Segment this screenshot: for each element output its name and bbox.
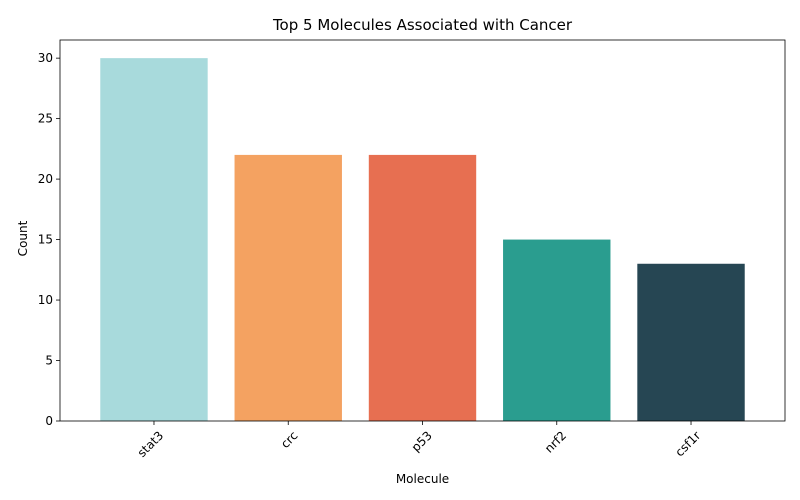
y-tick-label: 10 [38, 293, 53, 307]
x-tick-label-p53: p53 [409, 428, 435, 454]
x-tick-label-crc: crc [278, 428, 301, 451]
x-tick-label-nrf2: nrf2 [542, 428, 569, 455]
bar-crc [234, 154, 342, 421]
y-tick-label: 15 [38, 233, 53, 247]
x-tick-label-csf1r: csf1r [672, 428, 703, 459]
bar-csf1r [637, 263, 745, 421]
bar-stat3 [100, 58, 208, 422]
x-tick-label-stat3: stat3 [135, 428, 167, 460]
bars [100, 58, 745, 422]
x-axis: stat3 crc p53 nrf2 csf1r [135, 421, 703, 460]
y-tick-label: 0 [45, 414, 53, 428]
plot-frame [59, 39, 786, 422]
y-tick-label: 5 [45, 354, 53, 368]
y-axis: 0 5 10 15 20 25 30 [38, 51, 60, 428]
y-tick-label: 25 [38, 112, 53, 126]
y-tick-label: 30 [38, 51, 53, 65]
y-axis-label: Count [16, 220, 30, 256]
bar-nrf2 [503, 239, 611, 421]
bar-p53 [368, 154, 477, 421]
x-axis-label: Molecule [396, 472, 449, 486]
chart-title: Top 5 Molecules Associated with Cancer [272, 16, 573, 34]
y-tick-label: 20 [38, 172, 53, 186]
